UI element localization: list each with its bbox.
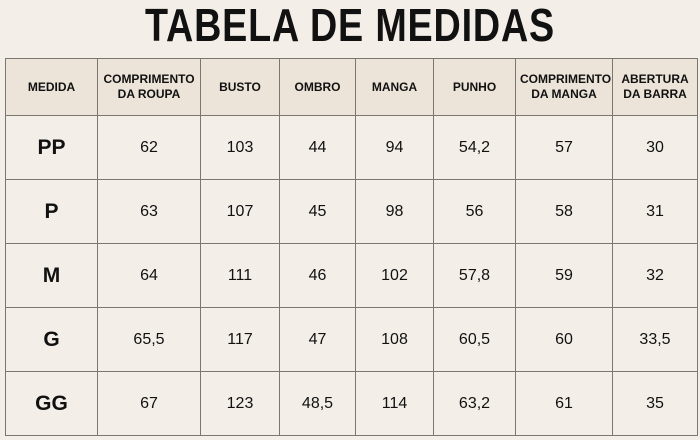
measurement-cell: 60,5 [433, 307, 516, 372]
measurement-cell: 108 [355, 307, 434, 372]
measurement-cell: 47 [279, 307, 356, 372]
table-row: M 64 111 46 102 57,8 59 32 [5, 243, 698, 308]
column-header: COMPRIMENTO DA MANGA [515, 58, 613, 116]
measurement-cell: 117 [200, 307, 280, 372]
measurement-cell: 44 [279, 115, 356, 180]
size-label: M [5, 243, 98, 308]
measurement-cell: 67 [97, 371, 201, 436]
size-label: P [5, 179, 98, 244]
table-body: PP 62 103 44 94 54,2 57 30 P 63 107 45 98 56 58 31 M 64 11… [5, 115, 698, 436]
measurement-cell: 60 [515, 307, 613, 372]
column-header: COMPRIMENTO DA ROUPA [97, 58, 201, 116]
table-row: GG 67 123 48,5 114 63,2 61 35 [5, 371, 698, 436]
measurement-cell: 48,5 [279, 371, 356, 436]
measurement-cell: 123 [200, 371, 280, 436]
page-title: TABELA DE MEDIDAS [145, 0, 555, 51]
measurement-cell: 59 [515, 243, 613, 308]
measurement-cell: 63,2 [433, 371, 516, 436]
size-label: GG [5, 371, 98, 436]
measurement-cell: 46 [279, 243, 356, 308]
size-table: MEDIDA COMPRIMENTO DA ROUPA BUSTO OMBRO MANG… [5, 58, 698, 436]
measurement-cell: 62 [97, 115, 201, 180]
measurement-cell: 32 [612, 243, 698, 308]
measurement-cell: 98 [355, 179, 434, 244]
measurement-cell: 107 [200, 179, 280, 244]
measurement-cell: 111 [200, 243, 280, 308]
header-row: MEDIDA COMPRIMENTO DA ROUPA BUSTO OMBRO MANG… [5, 58, 698, 116]
measurement-cell: 58 [515, 179, 613, 244]
column-header: MEDIDA [5, 58, 98, 116]
measurement-cell: 35 [612, 371, 698, 436]
column-header: MANGA [355, 58, 434, 116]
measurement-cell: 103 [200, 115, 280, 180]
measurement-cell: 31 [612, 179, 698, 244]
table-row: PP 62 103 44 94 54,2 57 30 [5, 115, 698, 180]
measurement-cell: 56 [433, 179, 516, 244]
measurement-cell: 102 [355, 243, 434, 308]
measurement-cell: 57,8 [433, 243, 516, 308]
measurement-cell: 57 [515, 115, 613, 180]
size-label: PP [5, 115, 98, 180]
title-area: TABELA DE MEDIDAS [0, 0, 700, 54]
measurement-cell: 30 [612, 115, 698, 180]
measurement-cell: 54,2 [433, 115, 516, 180]
column-header: PUNHO [433, 58, 516, 116]
column-header: ABERTURA DA BARRA [612, 58, 698, 116]
column-header: BUSTO [200, 58, 280, 116]
measurement-cell: 45 [279, 179, 356, 244]
column-header: OMBRO [279, 58, 356, 116]
measurement-cell: 33,5 [612, 307, 698, 372]
size-label: G [5, 307, 98, 372]
measurement-cell: 65,5 [97, 307, 201, 372]
measurement-cell: 63 [97, 179, 201, 244]
table-row: G 65,5 117 47 108 60,5 60 33,5 [5, 307, 698, 372]
measurement-cell: 61 [515, 371, 613, 436]
table-row: P 63 107 45 98 56 58 31 [5, 179, 698, 244]
measurement-cell: 114 [355, 371, 434, 436]
measurement-cell: 64 [97, 243, 201, 308]
measurement-cell: 94 [355, 115, 434, 180]
